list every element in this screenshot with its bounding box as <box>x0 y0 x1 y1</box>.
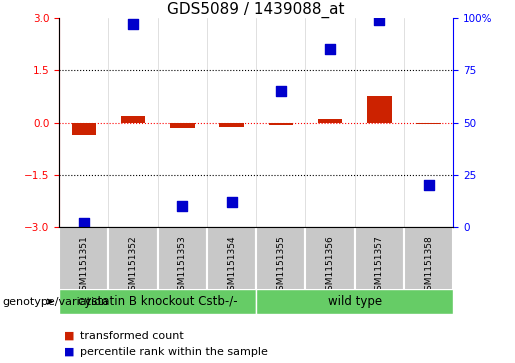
Bar <box>219 123 244 127</box>
Bar <box>170 123 195 128</box>
Point <box>424 182 433 188</box>
Text: cystatin B knockout Cstb-/-: cystatin B knockout Cstb-/- <box>78 295 237 308</box>
Bar <box>121 116 145 123</box>
Bar <box>268 123 293 125</box>
Text: ■: ■ <box>64 347 75 357</box>
Text: GSM1151354: GSM1151354 <box>227 235 236 295</box>
Text: GSM1151351: GSM1151351 <box>79 235 89 295</box>
Bar <box>59 289 256 314</box>
Bar <box>207 227 256 307</box>
Point <box>277 88 285 94</box>
Bar <box>367 97 391 123</box>
Point <box>178 203 186 209</box>
Text: transformed count: transformed count <box>80 331 183 341</box>
Bar <box>355 227 404 307</box>
Bar <box>256 289 453 314</box>
Text: GSM1151352: GSM1151352 <box>129 235 138 295</box>
Text: GSM1151355: GSM1151355 <box>277 235 285 295</box>
Point <box>375 17 384 23</box>
Text: GSM1151357: GSM1151357 <box>375 235 384 295</box>
Bar <box>318 119 342 123</box>
Text: wild type: wild type <box>328 295 382 308</box>
Text: ■: ■ <box>64 331 75 341</box>
Bar <box>404 227 453 307</box>
Text: GSM1151358: GSM1151358 <box>424 235 433 295</box>
Point <box>129 21 137 27</box>
Text: GSM1151356: GSM1151356 <box>325 235 335 295</box>
Bar <box>72 123 96 135</box>
Title: GDS5089 / 1439088_at: GDS5089 / 1439088_at <box>167 2 345 18</box>
Bar <box>256 227 305 307</box>
Bar <box>109 227 158 307</box>
Bar <box>305 227 355 307</box>
Point <box>228 199 236 205</box>
Point <box>80 220 88 225</box>
Bar <box>59 227 109 307</box>
Bar <box>416 123 441 124</box>
Text: genotype/variation: genotype/variation <box>3 297 109 307</box>
Bar <box>158 227 207 307</box>
Point <box>326 46 334 52</box>
Text: GSM1151353: GSM1151353 <box>178 235 187 295</box>
Text: percentile rank within the sample: percentile rank within the sample <box>80 347 268 357</box>
